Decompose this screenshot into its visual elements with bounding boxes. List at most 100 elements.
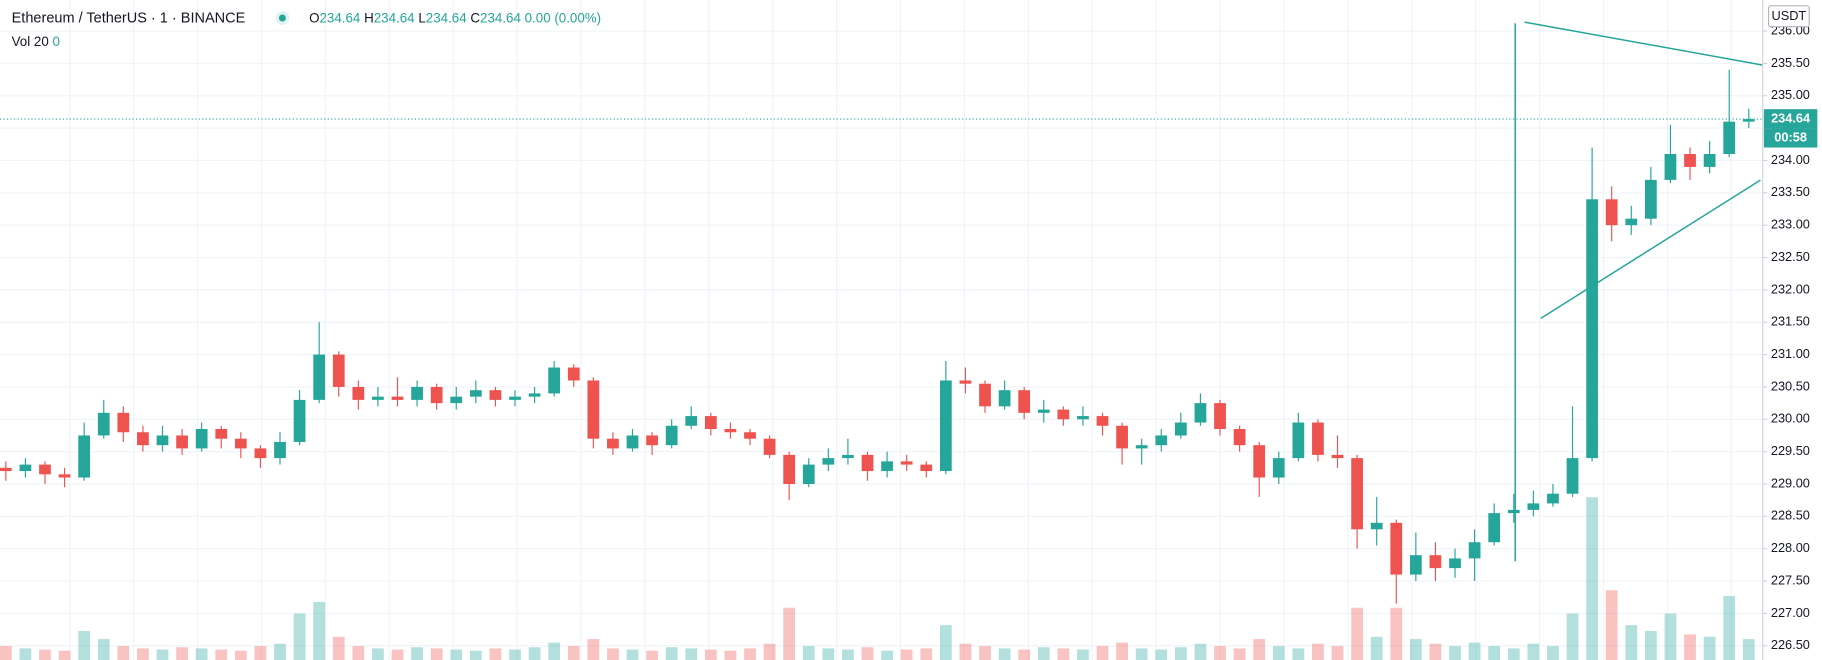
volume-bar: [39, 649, 51, 660]
candle-body: [1057, 409, 1070, 420]
volume-bar: [1096, 646, 1109, 660]
volume-bar: [567, 646, 580, 660]
unit-box: [1767, 5, 1810, 28]
y-tick-label: 234.00: [1771, 152, 1810, 167]
volume-bar: [842, 649, 854, 660]
volume-bar: [881, 650, 893, 660]
status-dot: [278, 14, 286, 22]
candle-body: [528, 393, 541, 397]
candle-body: [19, 464, 32, 472]
candle-body: [626, 435, 639, 449]
y-tick-label: 233.50: [1771, 184, 1810, 199]
candle-body: [1351, 458, 1363, 530]
volume-bar: [1644, 630, 1657, 660]
candle-body: [58, 474, 71, 478]
volume-bar: [1527, 643, 1540, 660]
volume-bar: [1605, 590, 1618, 660]
candle-body: [900, 461, 913, 465]
candle-body: [234, 438, 247, 449]
volume-bar: [176, 647, 188, 660]
candle-body: [1684, 154, 1696, 167]
change: 0.00 (0.00%): [525, 10, 602, 25]
candle-body: [1507, 509, 1520, 514]
volume-bar: [548, 642, 561, 660]
volume-bar: [1214, 646, 1226, 660]
volume-bar: [724, 650, 737, 660]
candle-body: [39, 464, 51, 475]
candle-body: [1135, 445, 1148, 449]
candle-body: [1272, 458, 1285, 478]
volume-bar: [900, 649, 913, 660]
candle-body: [1742, 119, 1755, 122]
candle-body: [607, 438, 619, 449]
candle-body: [1233, 429, 1246, 446]
volume-bar: [528, 647, 541, 660]
grid: [0, 0, 1763, 660]
volume-bar: [489, 648, 502, 660]
volume-bar: [1507, 648, 1520, 660]
candle-body: [1644, 179, 1657, 219]
volume-bar: [450, 649, 463, 660]
candle-body: [1664, 154, 1677, 180]
candle-body: [998, 390, 1011, 407]
candle-body: [1468, 542, 1481, 559]
volume-bar: [626, 649, 639, 660]
volume-bar: [19, 648, 32, 660]
volume-bar: [763, 643, 776, 660]
volume-bar: [313, 601, 326, 660]
candle-body: [176, 435, 188, 449]
volume-legend: Vol 20 0: [12, 33, 60, 48]
volume-bar: [293, 613, 306, 660]
candle-body: [195, 429, 208, 449]
volume-bar: [783, 607, 796, 660]
candle-body: [430, 386, 443, 404]
candle-body: [391, 396, 404, 400]
y-tick-label: 226.50: [1771, 637, 1810, 652]
volume-bar: [1586, 497, 1598, 660]
candle-body: [665, 425, 678, 446]
volume-bar: [646, 650, 658, 660]
volume-bar: [0, 646, 12, 660]
candle-body: [117, 412, 130, 433]
candle-body: [1292, 422, 1305, 459]
volume-bar: [861, 647, 874, 660]
candle-body: [1018, 390, 1031, 413]
ohlc-value: 234.64: [320, 10, 361, 25]
candle-body: [352, 386, 365, 400]
volume-bar: [979, 646, 991, 660]
candle-body: [509, 396, 521, 400]
candle-body: [274, 441, 286, 459]
volume-bar: [802, 646, 815, 660]
ohlc-value: 234.64: [426, 10, 467, 25]
candle-body: [0, 467, 12, 472]
candle-body: [1703, 154, 1716, 167]
countdown-label: 00:58: [1774, 130, 1807, 145]
candle-body: [1253, 445, 1266, 478]
candle-body: [1194, 403, 1207, 423]
y-tick-label: 230.50: [1771, 378, 1810, 393]
volume-bar: [920, 648, 933, 660]
candle-body: [1331, 454, 1344, 459]
candle-body: [1037, 409, 1050, 413]
volume-bar: [1547, 646, 1559, 660]
candle-body: [939, 380, 952, 472]
candle-body: [1214, 403, 1226, 429]
volume-bar: [1135, 648, 1148, 660]
candle-body: [254, 448, 267, 459]
volume-bar: [1351, 607, 1363, 660]
candle-body: [1174, 422, 1187, 436]
candle-body: [1077, 416, 1089, 420]
volume-bar: [822, 648, 835, 660]
candle-body: [744, 432, 756, 439]
countdown-box: [1763, 128, 1818, 148]
volume-bar: [1174, 647, 1187, 660]
y-tick-label: 229.00: [1771, 475, 1810, 490]
candle-body: [156, 435, 169, 446]
y-tick-label: 228.50: [1771, 508, 1810, 523]
ohlc-value: 234.64: [480, 10, 521, 25]
candle-body: [78, 435, 91, 478]
candle-body: [1723, 121, 1736, 154]
y-tick-label: 232.00: [1771, 281, 1810, 296]
volume-bar: [1742, 639, 1755, 660]
candle-body: [704, 416, 717, 429]
